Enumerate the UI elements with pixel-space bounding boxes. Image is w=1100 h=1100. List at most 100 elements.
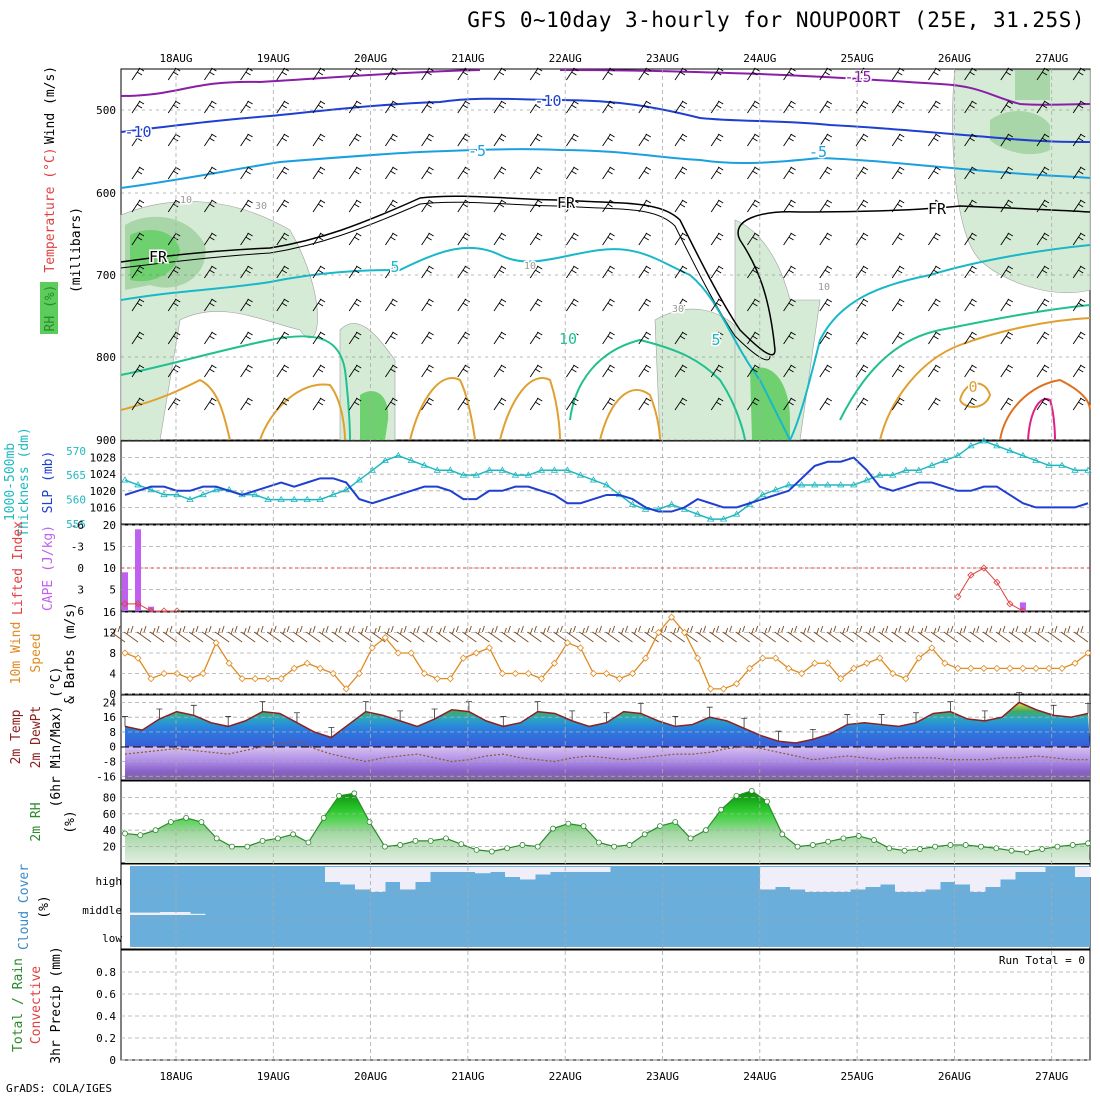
cloud-high-bar [520,867,536,880]
axis-label: CAPE (J/kg) [41,525,56,611]
rh-point [443,835,449,842]
wind-barb-upper [638,100,652,114]
rh-point [458,841,465,848]
wind-barb-10m [253,625,269,643]
wind-barb-10m [501,625,516,643]
cloud-high-bar [355,867,371,890]
rh-point [1008,847,1015,854]
thickness-point [628,500,637,507]
wind-barb-10m [162,625,178,643]
wind-barb-upper [204,397,217,411]
wind-barb-upper [348,100,362,114]
contour-label-rh30b: 30 [672,304,684,315]
rh-point [962,842,969,848]
wind-barb-upper [747,232,760,246]
wind-barb-upper [783,298,796,312]
thickness-point [576,471,585,478]
axis-label-wind: Wind (m/s) [43,66,58,144]
cloud-high-bar [1030,867,1046,872]
wind-barb-upper [710,100,724,114]
rh-point [473,846,480,853]
rh-point [229,843,235,850]
wind-barb-upper [276,133,290,147]
contour-label-rh10a: 10 [180,195,192,206]
y-tick-label: 8 [109,726,116,739]
wind-barb-10m [240,625,256,643]
wind-barb-upper [747,67,760,81]
cloud-high-bar [370,867,386,892]
wind-barb-upper [674,100,688,114]
wind-barb-upper [855,133,869,147]
wind-barb-upper [674,133,688,147]
wind-barb-upper [385,133,398,147]
wind-barb-upper [348,364,362,378]
wind-barb-upper [312,265,326,279]
wind-barb-10m [527,625,542,643]
wind-barb-upper [131,232,145,246]
wind-barb-upper [566,67,579,81]
date-label-bottom: 18AUG [159,1070,192,1083]
thickness-tick-label: 565 [66,469,86,482]
wind-barb-10m [123,625,139,643]
thickness-point [863,476,871,483]
wind-barb-10m [397,625,412,643]
wind-speed-point [941,659,949,667]
wind-speed-point [459,654,467,662]
wind-speed-point [147,675,155,683]
grads-credit: GrADS: COLA/IGES [6,1082,112,1095]
wind-barb-upper [891,133,905,147]
thickness-point [420,461,429,468]
wind-barb-upper [131,100,145,114]
wind-speed-point [212,639,220,647]
thickness-point [329,490,337,498]
wind-speed-point [915,654,923,662]
wind-barb-upper [819,133,833,147]
wind-barb-upper [964,166,977,180]
wind-speed-point [524,669,532,678]
wind-barb-upper [710,199,724,213]
wind-barb-upper [602,331,615,345]
rh-point [1085,840,1091,847]
rh-point [901,847,908,854]
thickness-point [850,481,858,488]
wind-speed-point [863,659,871,667]
cloud-high-bar [895,867,911,892]
wind-speed-point [1032,664,1040,672]
wind-barb-upper [240,232,253,246]
wind-speed-point [264,675,272,683]
wind-barb-10m [266,625,282,643]
wind-barb-10m [878,625,894,643]
wind-barb-upper [1036,397,1050,411]
minmax-bar [569,710,576,721]
li-point [121,600,129,608]
cloud-high-bar [385,867,401,882]
minmax-bar [362,701,369,712]
rh-point [488,848,495,855]
wind-barb-upper [1036,166,1050,180]
wind-barb-upper [638,364,652,378]
minmax-bar [431,708,438,720]
minmax-bar [672,716,679,727]
wind-speed-point [876,654,884,662]
wind-barb-upper [421,265,434,279]
cloud-high-bar [565,867,581,872]
wind-barb-upper [638,265,652,279]
wind-barb-upper [529,67,543,81]
contour-plus5 [120,244,1091,441]
wind-barb-10m [800,625,815,643]
wind-barb-upper [1000,199,1014,213]
rh-point [809,842,816,848]
wind-barb-upper [1036,331,1050,345]
rh-point [137,832,144,839]
wind-speed-point [928,644,936,652]
y-tick-label: 20 [103,519,116,532]
wind-barb-upper [493,331,507,345]
wind-barb-upper [747,166,760,180]
wind-barb-10m [540,625,555,643]
wind-speed-point [316,664,324,672]
wind-barb-upper [566,397,579,411]
wind-barb-upper [276,331,290,345]
minmax-bar [293,712,300,723]
thickness-point [693,510,702,517]
wind-barb-upper [204,199,217,213]
